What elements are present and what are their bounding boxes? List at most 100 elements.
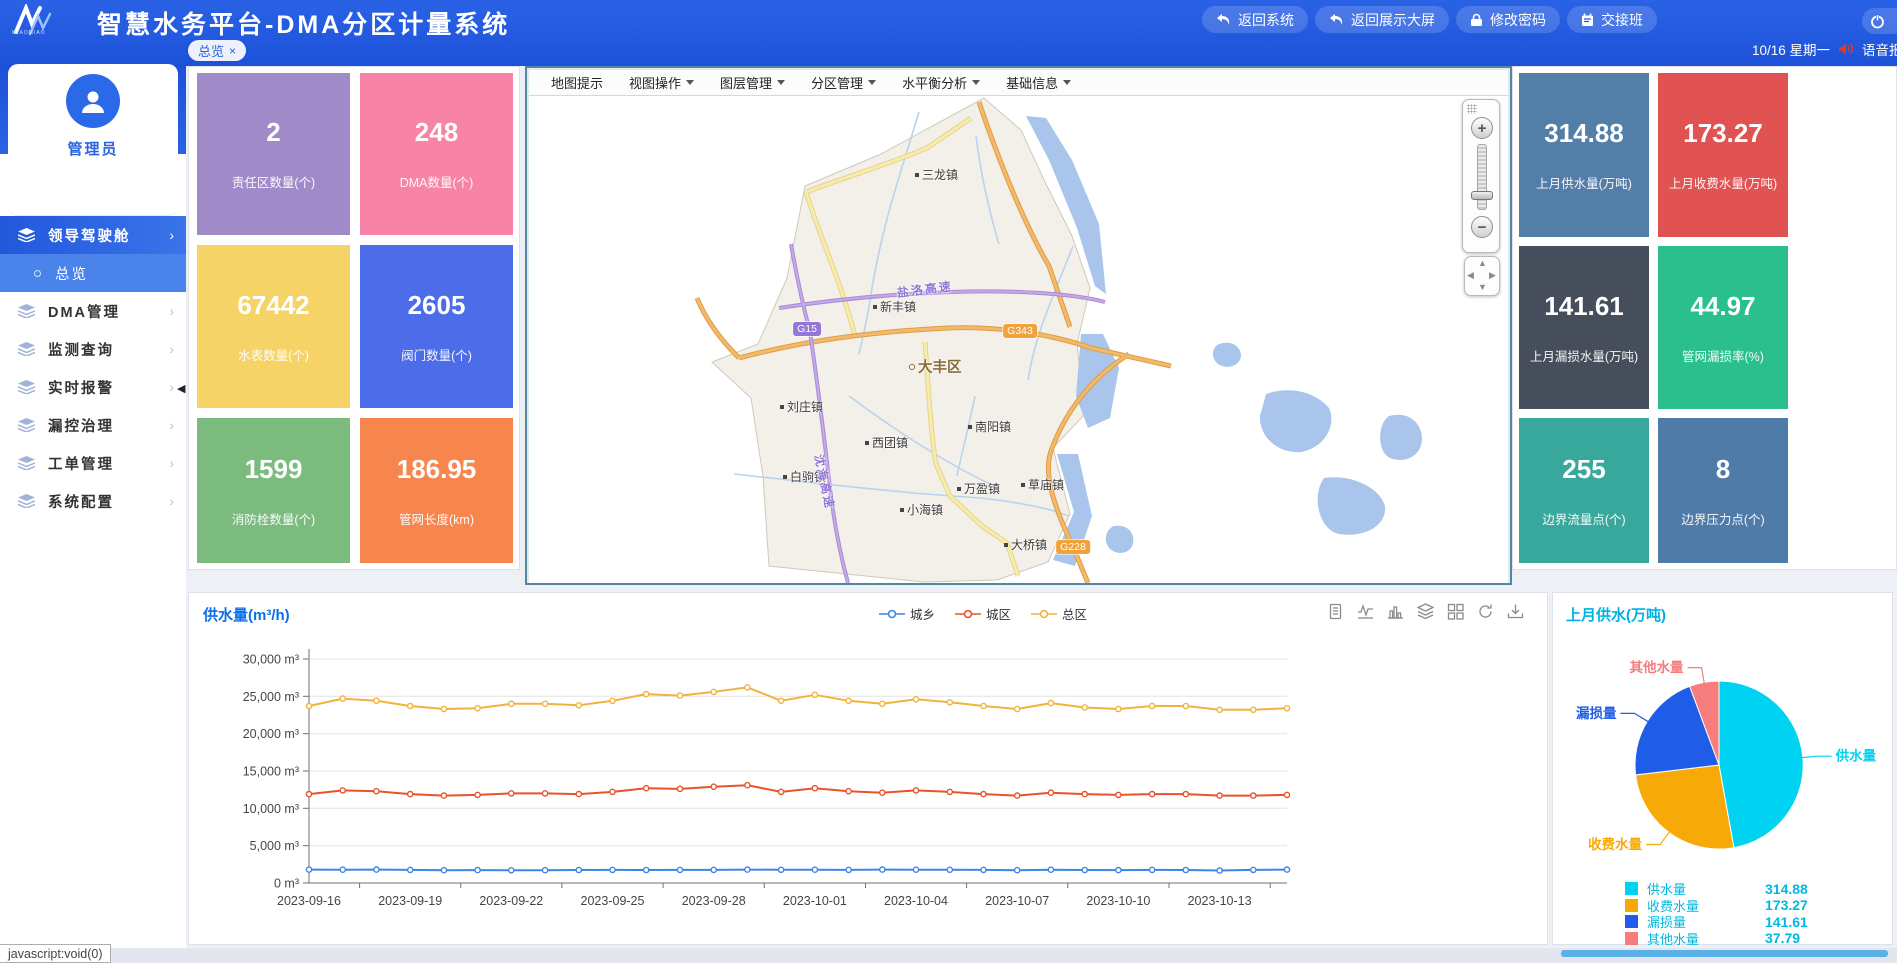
voice-alarm-label[interactable]: 语音报警 (1862, 39, 1897, 59)
legend-label: 城乡 (910, 604, 935, 623)
chevron-down-icon (1063, 80, 1071, 85)
stat-value: 141.61 (1544, 291, 1624, 322)
stat-label: 管网长度(km) (399, 509, 474, 528)
map-menu-baseinfo[interactable]: 基础信息 (1006, 73, 1071, 92)
svg-text:2023-10-13: 2023-10-13 (1188, 894, 1252, 908)
chevron-right-icon: › (169, 493, 176, 509)
chevron-right-icon: › (169, 227, 176, 243)
pan-up-icon[interactable]: ▲ (1478, 258, 1487, 268)
svg-text:5,000 m³: 5,000 m³ (250, 839, 299, 853)
dma-dashboard: MIAOMIAO 智慧水务平台-DMA分区计量系统 返回系统 返回展示大屏 修改… (0, 0, 1897, 963)
drag-grip-icon[interactable] (1467, 104, 1477, 114)
power-button[interactable] (1862, 8, 1897, 34)
sidebar-item-overview[interactable]: 总览 (0, 254, 186, 292)
sidebar-item-dma[interactable]: DMA管理 › (0, 292, 186, 330)
map-pan-control[interactable]: ▲ ◀ ▶ ▼ (1464, 256, 1500, 296)
legend-label: 城区 (986, 604, 1011, 623)
road-badge: G228 (1056, 540, 1090, 554)
sidebar-item-alarm[interactable]: 实时报警 › (0, 368, 186, 406)
map-menu-tip[interactable]: 地图提示 (551, 73, 603, 92)
change-password-button[interactable]: 修改密码 (1456, 6, 1560, 33)
pie-legend-row-billed[interactable]: 收费水量173.27 (1625, 896, 1857, 913)
map-menu-view[interactable]: 视图操作 (629, 73, 694, 92)
tab-overview[interactable]: 总览× (188, 40, 246, 61)
pie-legend-row-supply[interactable]: 供水量314.88 (1625, 879, 1857, 896)
back-to-bigscreen-button[interactable]: 返回展示大屏 (1315, 6, 1449, 33)
stat-label: 责任区数量(个) (232, 172, 315, 191)
chevron-right-icon: › (169, 303, 176, 319)
stat-label: 上月供水量(万吨) (1536, 173, 1632, 192)
zoom-slider-handle[interactable] (1471, 191, 1493, 200)
svg-text:2023-09-19: 2023-09-19 (378, 894, 442, 908)
speaker-icon (1838, 42, 1854, 56)
menu-label: 分区管理 (811, 73, 863, 92)
stat-label: 边界流量点(个) (1542, 509, 1625, 528)
zoom-in-button[interactable]: + (1471, 117, 1493, 139)
bullet-icon (34, 270, 41, 277)
supply-line-chart-panel: 供水量(m³/h) 城乡 城区 总区 0 m³5,000 m³10, (188, 592, 1548, 945)
logo-subtext: MIAOMIAO (12, 30, 46, 36)
pan-right-icon[interactable]: ▶ (1489, 270, 1496, 281)
sidebar-item-monitor[interactable]: 监测查询 › (0, 330, 186, 368)
sidebar-item-label: 系统配置 (48, 491, 114, 512)
legend-swatch (1625, 899, 1638, 912)
restore-icon[interactable] (1477, 603, 1494, 620)
chart-title: 供水量(m³/h) (203, 604, 290, 625)
shift-change-button[interactable]: 交接班 (1567, 6, 1657, 33)
map-town-label: 三龙镇 (915, 166, 958, 183)
chevron-down-icon (972, 80, 980, 85)
avatar (66, 74, 120, 128)
pie-title: 上月供水(万吨) (1566, 604, 1666, 625)
stat-card-dma-count: 248DMA数量(个) (360, 73, 513, 235)
bar-chart-icon[interactable] (1387, 603, 1404, 620)
stat-card-zones: 2责任区数量(个) (197, 73, 350, 235)
map-menu-layers[interactable]: 图层管理 (720, 73, 785, 92)
menu-label: 地图提示 (551, 73, 603, 92)
legend-item-zongqu[interactable]: 总区 (1031, 604, 1087, 623)
map-town-label: 大桥镇 (1004, 536, 1047, 553)
pie-chart-panel: 上月供水(万吨) 供水量收费水量漏损量其他水量 供水量314.88 收费水量17… (1552, 592, 1893, 945)
pan-down-icon[interactable]: ▼ (1478, 282, 1487, 292)
sidebar-item-label: 领导驾驶舱 (48, 225, 131, 246)
legend-item-chengxiang[interactable]: 城乡 (879, 604, 935, 623)
stat-card-leakage: 141.61上月漏损水量(万吨) (1519, 246, 1649, 409)
stack-icon[interactable] (1417, 603, 1434, 620)
sidebar-item-workorder[interactable]: 工单管理 › (0, 444, 186, 482)
pie-legend-row-leak[interactable]: 漏损量141.61 (1625, 912, 1857, 929)
layers-icon (18, 456, 35, 470)
back-to-system-button[interactable]: 返回系统 (1202, 6, 1308, 33)
save-image-icon[interactable] (1507, 603, 1524, 620)
legend-swatch (1625, 932, 1638, 945)
sidebar-item-settings[interactable]: 系统配置 › (0, 482, 186, 520)
sidebar-collapse-handle[interactable]: ◀ (177, 382, 185, 395)
line-chart-icon[interactable] (1357, 603, 1374, 620)
data-view-icon[interactable] (1327, 603, 1344, 620)
user-name: 管理员 (67, 138, 118, 159)
map-canvas[interactable]: 三龙镇新丰镇大丰区刘庄镇西团镇南阳镇白驹镇万盈镇草庙镇小海镇大桥镇G15G343… (529, 96, 1508, 583)
button-label: 修改密码 (1490, 10, 1546, 30)
horizontal-scrollbar-thumb[interactable] (1561, 950, 1888, 957)
pan-left-icon[interactable]: ◀ (1467, 270, 1474, 281)
line-marker-icon (955, 609, 981, 619)
left-stats-panel: 2责任区数量(个) 248DMA数量(个) 67442水表数量(个) 2605阀… (188, 66, 520, 570)
map-menu-balance[interactable]: 水平衡分析 (902, 73, 980, 92)
tab-close-icon[interactable]: × (229, 44, 236, 58)
menu-label: 基础信息 (1006, 73, 1058, 92)
header: MIAOMIAO 智慧水务平台-DMA分区计量系统 返回系统 返回展示大屏 修改… (0, 0, 1897, 66)
legend-item-chengqu[interactable]: 城区 (955, 604, 1011, 623)
svg-text:收费水量: 收费水量 (1588, 836, 1642, 852)
button-label: 返回展示大屏 (1351, 10, 1435, 30)
tiled-icon[interactable] (1447, 603, 1464, 620)
zoom-slider-track[interactable] (1477, 144, 1487, 210)
stat-value: 255 (1562, 454, 1605, 485)
chevron-down-icon (777, 80, 785, 85)
svg-text:2023-09-22: 2023-09-22 (479, 894, 543, 908)
pie-legend-row-other[interactable]: 其他水量37.79 (1625, 929, 1857, 946)
sidebar-item-cockpit[interactable]: 领导驾驶舱 › (0, 216, 186, 254)
map-menu-partition[interactable]: 分区管理 (811, 73, 876, 92)
sidebar-item-leak-control[interactable]: 漏控治理 › (0, 406, 186, 444)
back-arrow-icon (1216, 13, 1231, 26)
svg-text:其他水量: 其他水量 (1629, 659, 1683, 675)
zoom-out-button[interactable]: − (1471, 216, 1493, 238)
legend-value: 314.88 (1765, 881, 1857, 897)
